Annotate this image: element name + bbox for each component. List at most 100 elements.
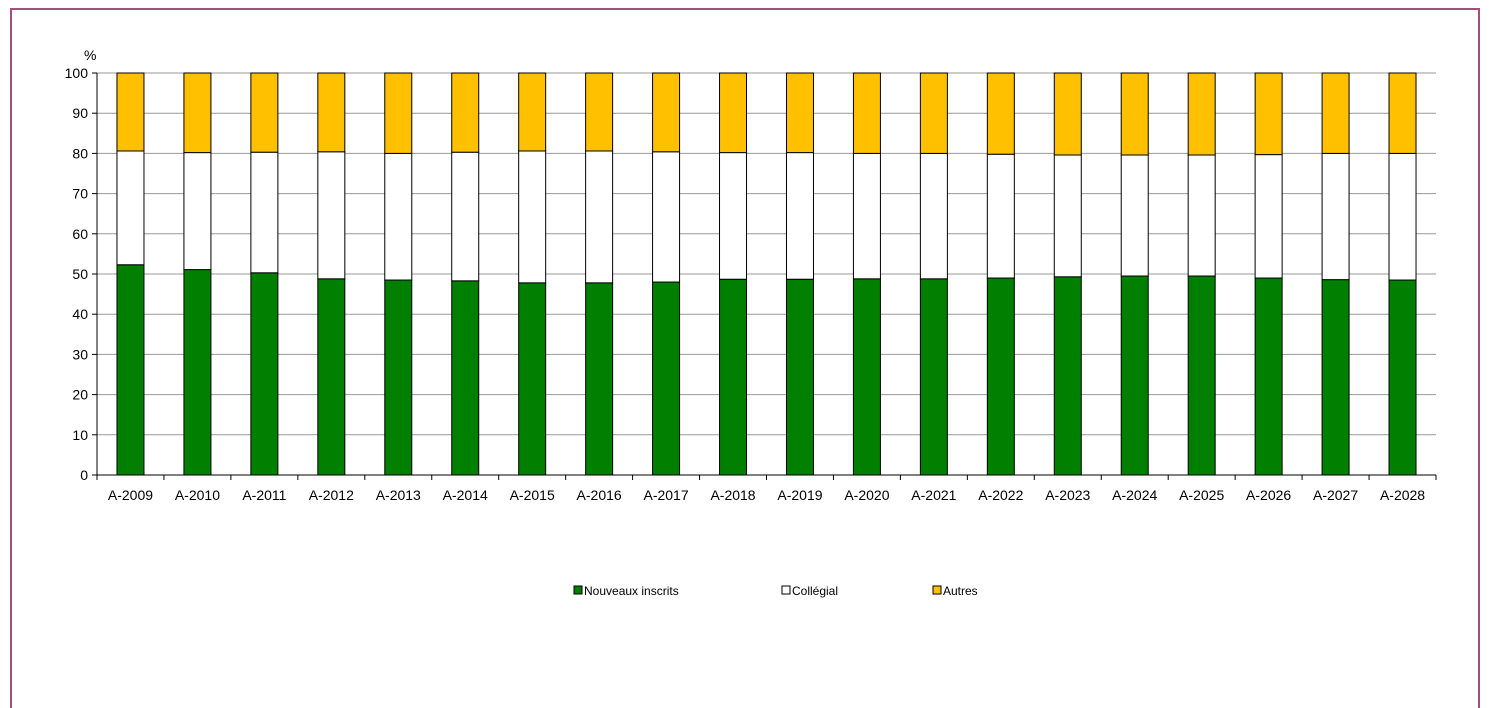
bar-autres-a-2018 xyxy=(719,72,748,154)
bar-autres-a-2019 xyxy=(785,72,814,154)
bar-nouveaux-inscrits-a-2013 xyxy=(384,279,413,476)
bar-coll-gial-a-2014 xyxy=(451,151,480,282)
bar-autres-a-2025 xyxy=(1187,72,1216,156)
legend-label: Nouveaux inscrits xyxy=(584,584,679,598)
bar-autres-a-2026 xyxy=(1254,72,1283,156)
bar-autres-a-2015 xyxy=(518,72,547,152)
bar-nouveaux-inscrits-a-2015 xyxy=(518,282,547,476)
bar-coll-gial-a-2016 xyxy=(585,150,614,284)
bar-coll-gial-a-2021 xyxy=(919,152,948,280)
x-tick-label: A-2017 xyxy=(643,487,688,503)
bar-autres-a-2017 xyxy=(652,72,681,153)
bar-autres-a-2021 xyxy=(919,72,948,154)
bar-autres-a-2011 xyxy=(250,72,279,153)
bar-coll-gial-a-2010 xyxy=(183,152,212,271)
bar-nouveaux-inscrits-a-2023 xyxy=(1053,276,1082,476)
x-tick-label: A-2024 xyxy=(1112,487,1157,503)
x-tick-label: A-2028 xyxy=(1380,487,1425,503)
x-tick-label: A-2009 xyxy=(108,487,153,503)
bar-coll-gial-a-2019 xyxy=(785,152,814,280)
x-tick-label: A-2011 xyxy=(242,487,286,503)
bar-coll-gial-a-2026 xyxy=(1254,154,1283,279)
x-tick-label: A-2015 xyxy=(510,487,555,503)
bar-nouveaux-inscrits-a-2028 xyxy=(1388,279,1417,476)
chart-frame xyxy=(10,8,1480,708)
y-tick-label: 30 xyxy=(72,346,88,362)
bar-coll-gial-a-2025 xyxy=(1187,154,1216,277)
legend-label: Autres xyxy=(943,584,978,598)
bar-autres-a-2023 xyxy=(1053,72,1082,156)
x-tick-label: A-2026 xyxy=(1246,487,1291,503)
y-tick-label: 50 xyxy=(72,266,88,282)
y-tick-label: 0 xyxy=(80,467,88,483)
bar-coll-gial-a-2023 xyxy=(1053,154,1082,278)
y-tick-label: 40 xyxy=(72,306,88,322)
x-tick-label: A-2018 xyxy=(710,487,755,503)
bar-nouveaux-inscrits-a-2016 xyxy=(585,282,614,476)
bars xyxy=(116,72,1417,476)
y-tick-label: 20 xyxy=(72,387,88,403)
y-tick-label: 10 xyxy=(72,427,88,443)
x-tick-label: A-2019 xyxy=(777,487,822,503)
bar-coll-gial-a-2013 xyxy=(384,152,413,281)
bar-nouveaux-inscrits-a-2022 xyxy=(986,277,1015,476)
bar-nouveaux-inscrits-a-2017 xyxy=(652,281,681,476)
bar-autres-a-2009 xyxy=(116,72,145,152)
bar-coll-gial-a-2012 xyxy=(317,151,346,280)
legend-label: Collégial xyxy=(792,584,838,598)
bar-coll-gial-a-2020 xyxy=(852,152,881,280)
bar-autres-a-2028 xyxy=(1388,72,1417,154)
bar-autres-a-2010 xyxy=(183,72,212,154)
bar-nouveaux-inscrits-a-2011 xyxy=(250,272,279,476)
bar-nouveaux-inscrits-a-2010 xyxy=(183,269,212,476)
y-tick-label: 80 xyxy=(72,145,88,161)
bar-nouveaux-inscrits-a-2012 xyxy=(317,278,346,476)
x-tick-label: A-2022 xyxy=(978,487,1023,503)
x-tick-label: A-2014 xyxy=(443,487,488,503)
bar-coll-gial-a-2017 xyxy=(652,151,681,283)
bar-nouveaux-inscrits-a-2018 xyxy=(719,278,748,476)
x-tick-label: A-2021 xyxy=(911,487,956,503)
bar-autres-a-2013 xyxy=(384,72,413,154)
bar-autres-a-2014 xyxy=(451,72,480,153)
bar-coll-gial-a-2028 xyxy=(1388,152,1417,281)
x-tick-label: A-2010 xyxy=(175,487,220,503)
x-tick-label: A-2016 xyxy=(577,487,622,503)
legend-swatch-autres xyxy=(932,585,942,595)
bar-coll-gial-a-2018 xyxy=(719,152,748,280)
y-axis-unit-label: % xyxy=(84,47,96,63)
bar-autres-a-2027 xyxy=(1321,72,1350,154)
bar-coll-gial-a-2027 xyxy=(1321,152,1350,281)
x-tick-label: A-2023 xyxy=(1045,487,1090,503)
bar-autres-a-2022 xyxy=(986,72,1015,155)
bar-nouveaux-inscrits-a-2019 xyxy=(785,278,814,476)
x-tick-label: A-2020 xyxy=(844,487,889,503)
legend-swatch-coll-gial xyxy=(781,585,791,595)
y-tick-label: 60 xyxy=(72,226,88,242)
bar-nouveaux-inscrits-a-2009 xyxy=(116,264,145,476)
bar-coll-gial-a-2011 xyxy=(250,151,279,274)
legend-swatch-nouveaux-inscrits xyxy=(573,585,583,595)
x-tick-label: A-2013 xyxy=(376,487,421,503)
legend: Nouveaux inscrits Collégial Autres xyxy=(573,584,978,598)
bar-autres-a-2012 xyxy=(317,72,346,153)
y-tick-label: 100 xyxy=(65,65,89,81)
x-tick-labels: A-2009 A-2010 A-2011 A-2012 A-2013 A-2014 A-20… xyxy=(108,487,1425,503)
bar-nouveaux-inscrits-a-2025 xyxy=(1187,275,1216,476)
bar-coll-gial-a-2022 xyxy=(986,153,1015,279)
bar-nouveaux-inscrits-a-2014 xyxy=(451,280,480,476)
bar-autres-a-2016 xyxy=(585,72,614,152)
y-tick-labels: 0 10 20 30 40 50 60 70 80 90 100 xyxy=(65,65,89,483)
axes xyxy=(96,73,1436,476)
bar-nouveaux-inscrits-a-2026 xyxy=(1254,277,1283,476)
x-tick-label: A-2027 xyxy=(1313,487,1358,503)
x-tick-label: A-2012 xyxy=(309,487,354,503)
bar-autres-a-2024 xyxy=(1120,72,1149,156)
bar-coll-gial-a-2015 xyxy=(518,150,547,284)
y-tick-label: 90 xyxy=(72,105,88,121)
y-tick-label: 70 xyxy=(72,186,88,202)
bar-autres-a-2020 xyxy=(852,72,881,154)
bar-coll-gial-a-2009 xyxy=(116,150,145,266)
bar-nouveaux-inscrits-a-2024 xyxy=(1120,275,1149,476)
